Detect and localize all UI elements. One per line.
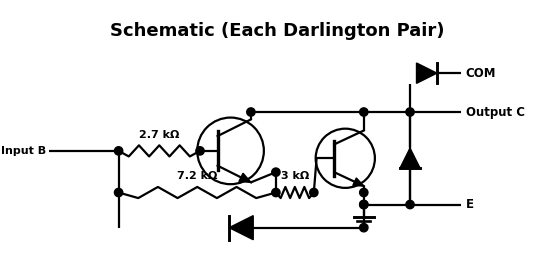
Polygon shape: [239, 173, 251, 182]
Circle shape: [406, 200, 414, 209]
Circle shape: [247, 108, 255, 116]
Circle shape: [310, 188, 318, 197]
Circle shape: [272, 168, 280, 176]
Circle shape: [115, 147, 123, 155]
Circle shape: [272, 188, 280, 197]
Circle shape: [360, 188, 368, 197]
Circle shape: [360, 200, 368, 209]
Text: Input B: Input B: [1, 146, 46, 156]
Text: Schematic (Each Darlington Pair): Schematic (Each Darlington Pair): [110, 22, 445, 40]
Circle shape: [360, 224, 368, 232]
Polygon shape: [400, 148, 420, 169]
Circle shape: [360, 108, 368, 116]
Text: Output C: Output C: [465, 105, 524, 119]
Circle shape: [196, 147, 204, 155]
Circle shape: [406, 108, 414, 116]
Text: COM: COM: [465, 67, 496, 80]
Polygon shape: [416, 63, 437, 83]
Text: 7.2 kΩ: 7.2 kΩ: [177, 172, 217, 181]
Polygon shape: [229, 216, 253, 240]
Text: E: E: [465, 198, 473, 211]
Polygon shape: [353, 178, 364, 186]
Text: 2.7 kΩ: 2.7 kΩ: [139, 130, 180, 140]
Text: 3 kΩ: 3 kΩ: [281, 172, 309, 181]
Circle shape: [360, 200, 368, 209]
Circle shape: [115, 188, 123, 197]
